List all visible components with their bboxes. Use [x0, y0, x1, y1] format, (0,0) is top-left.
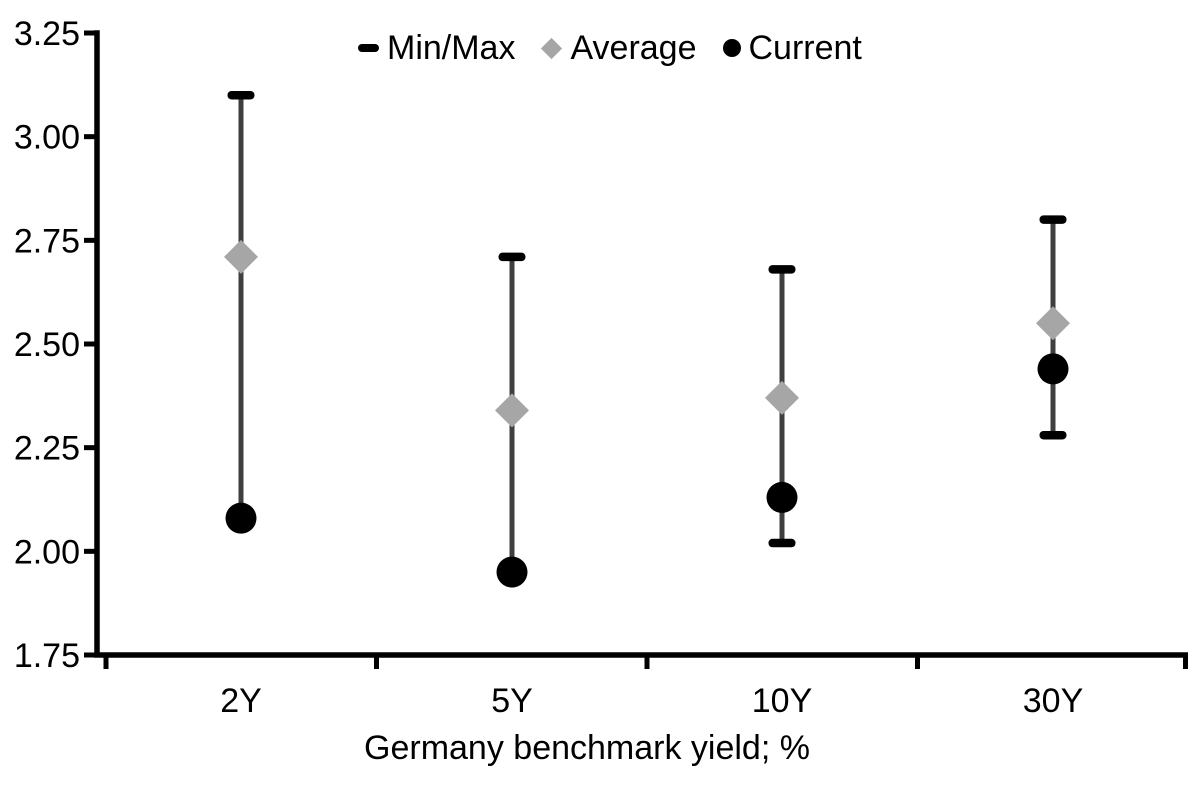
min-cap-marker: [1039, 430, 1067, 440]
legend-item-average: Average: [541, 29, 697, 67]
average-marker: [765, 380, 799, 415]
current-marker: [766, 481, 798, 513]
legend: Min/Max Average Current: [358, 27, 862, 69]
y-axis-tick-label: 3.25: [14, 15, 80, 53]
min-cap-marker: [768, 538, 796, 548]
y-axis-tick-label: 1.75: [14, 637, 80, 675]
max-cap-marker: [768, 265, 796, 274]
y-axis-tick-label: 2.25: [14, 430, 80, 468]
x-axis-title: Germany benchmark yield; %: [364, 729, 810, 767]
max-cap-marker: [1039, 215, 1067, 224]
legend-item-minmax: Min/Max: [358, 31, 515, 65]
x-axis-category-label: 10Y: [752, 682, 813, 720]
y-axis-tick-label: 2.00: [14, 533, 80, 571]
average-legend-icon: [541, 37, 563, 59]
current-legend-icon: [722, 39, 741, 57]
x-axis-category-label: 5Y: [491, 682, 533, 720]
x-axis-category-label: 2Y: [220, 682, 262, 720]
legend-label-average: Average: [570, 29, 697, 67]
y-axis-tick-label: 2.50: [14, 326, 80, 364]
y-axis-tick-label: 3.00: [14, 119, 80, 157]
x-axis-category-label: 30Y: [1023, 682, 1084, 720]
legend-label-minmax: Min/Max: [387, 29, 516, 67]
y-axis-tick-label: 2.75: [14, 222, 80, 260]
max-cap-marker: [498, 252, 526, 262]
current-marker: [1037, 353, 1069, 385]
legend-label-current: Current: [748, 29, 862, 67]
minmax-legend-icon: [358, 44, 379, 52]
current-marker: [496, 556, 528, 588]
average-marker: [224, 239, 258, 274]
legend-item-current: Current: [722, 29, 862, 67]
max-cap-marker: [227, 90, 255, 100]
current-marker: [225, 502, 257, 534]
average-marker: [1036, 306, 1070, 341]
average-marker: [495, 393, 529, 428]
